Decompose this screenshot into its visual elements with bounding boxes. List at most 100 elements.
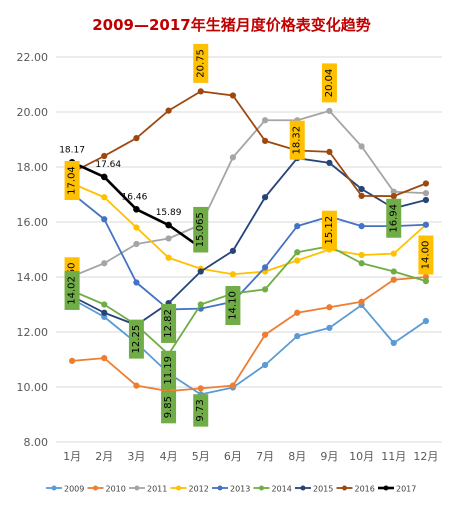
data-point: [100, 173, 108, 181]
legend-marker: [300, 485, 306, 491]
series-2009: [68, 295, 430, 398]
data-point: [261, 361, 269, 369]
legend-item-2014: 2014: [253, 485, 292, 494]
x-tick-label: 4月: [160, 450, 178, 463]
data-label-text: 12.82: [163, 309, 174, 338]
data-label-text: 16.46: [122, 192, 148, 202]
data-point: [326, 304, 333, 311]
data-point: [326, 159, 333, 166]
data-point: [101, 216, 108, 223]
data-label-2014-6: 14.10: [225, 286, 241, 325]
data-label-2017-4: 15.89: [156, 208, 182, 218]
data-point: [68, 357, 76, 364]
x-tick-label: 2月: [95, 450, 113, 463]
legend-label: 2009: [64, 485, 84, 494]
data-label-text: 18.32: [292, 126, 303, 155]
data-label-2009-5: 9.73: [193, 394, 209, 427]
data-point: [294, 257, 301, 264]
data-label-2017-1: 18.17: [59, 145, 85, 155]
data-point: [390, 250, 397, 257]
legend-marker: [134, 485, 140, 491]
y-tick-label: 14.00: [17, 271, 49, 284]
data-point: [422, 196, 430, 204]
data-point: [294, 249, 301, 256]
data-point: [229, 382, 237, 389]
data-label-2010-4: 9.85: [161, 390, 177, 424]
data-point: [165, 254, 172, 261]
legend-label: 2015: [313, 485, 333, 494]
data-point: [326, 148, 333, 155]
data-label-box: [321, 63, 337, 103]
series-line: [71, 161, 202, 249]
series-line: [71, 192, 426, 311]
data-point: [358, 298, 365, 305]
data-label-2017-3: 16.46: [122, 192, 148, 202]
x-tick-label: 9月: [320, 450, 338, 463]
y-tick-label: 18.00: [17, 161, 49, 174]
data-label-text: 14.02: [67, 276, 78, 305]
data-point: [229, 271, 237, 278]
data-point: [358, 260, 365, 267]
x-tick-label: 1月: [63, 450, 81, 463]
data-point: [133, 279, 140, 286]
data-label-2015-8: 18.32: [289, 120, 305, 160]
data-point: [133, 206, 140, 213]
data-point: [101, 260, 108, 267]
legend-marker: [217, 485, 223, 491]
series-line: [71, 245, 427, 356]
y-tick-label: 16.00: [17, 216, 49, 229]
data-label-box: [161, 390, 177, 424]
data-point: [165, 107, 172, 114]
series-2017: [68, 159, 205, 252]
series-line: [71, 157, 427, 327]
data-point: [326, 107, 333, 115]
legend-label: 2010: [106, 485, 126, 494]
y-tick-label: 22.00: [17, 51, 49, 64]
series-line: [72, 276, 426, 393]
data-label-text: 12.25: [131, 325, 142, 354]
x-tick-label: 6月: [224, 450, 242, 463]
data-label-text: 14.00: [420, 241, 431, 270]
legend-item-2011: 2011: [129, 485, 167, 494]
data-point: [390, 339, 397, 347]
legend-item-2015: 2015: [295, 485, 333, 494]
data-point: [261, 264, 269, 271]
data-label-box: [64, 270, 80, 310]
data-label-text: 20.04: [324, 69, 335, 98]
legend-item-2012: 2012: [170, 485, 209, 494]
data-point: [165, 235, 172, 242]
data-point: [197, 88, 204, 95]
data-point: [197, 385, 204, 392]
data-label-2014-3: 12.25: [128, 319, 144, 359]
data-label-box: [193, 206, 209, 253]
data-point: [358, 251, 365, 259]
data-point: [261, 194, 269, 201]
data-point: [229, 92, 237, 99]
legend-marker: [342, 485, 347, 491]
legend-item-2009: 2009: [46, 485, 84, 494]
data-point: [261, 331, 269, 338]
legend-marker: [259, 485, 264, 491]
legend-item-2016: 2016: [336, 485, 375, 494]
data-point: [261, 117, 269, 124]
data-point: [422, 317, 430, 325]
data-label-2010-12: 14.00: [418, 235, 434, 275]
data-label-2011-9: 20.04: [321, 63, 337, 103]
data-point: [165, 221, 172, 229]
legend-label: 2013: [230, 485, 250, 494]
data-point: [101, 309, 108, 316]
data-label-box: [289, 120, 305, 160]
series-line: [71, 90, 427, 198]
data-label-2013-4: 12.82: [161, 303, 177, 343]
data-point: [358, 185, 365, 193]
data-point: [133, 382, 140, 389]
x-tick-label: 10月: [349, 450, 374, 463]
data-point: [197, 268, 204, 275]
legend-label: 2011: [147, 485, 167, 494]
data-point: [422, 278, 430, 285]
data-point: [358, 192, 365, 199]
chart-title: 2009—2017年生猪月度价格表变化趋势: [92, 16, 371, 34]
data-point: [294, 223, 301, 230]
data-point: [358, 143, 365, 150]
